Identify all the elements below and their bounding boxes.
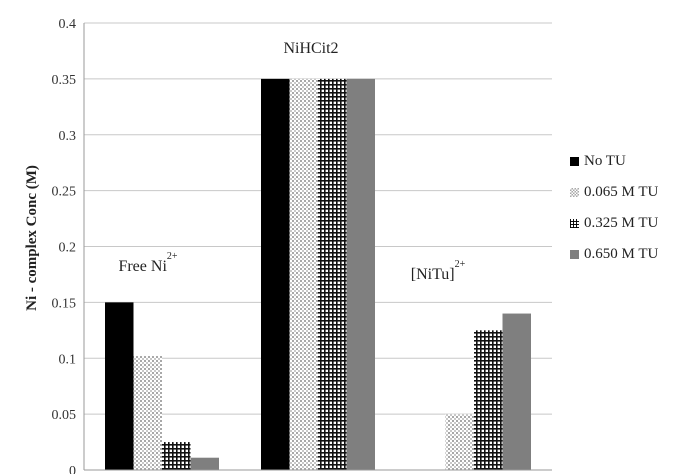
category-labels: Free Ni2+NiHCit2[NiTu]2+ [118,40,465,283]
bar [289,78,318,470]
category-name: [NiTu] [411,266,455,283]
bar [318,78,347,470]
bar [162,442,191,470]
category-label: [NiTu]2+ [411,259,466,283]
bar [346,78,375,470]
y-tick-label: 0.15 [52,296,77,311]
bar [190,457,219,470]
y-tick-label: 0.4 [59,17,77,32]
y-tick-label: 0.2 [59,241,77,256]
bars [105,78,531,470]
y-tick-label: 0.1 [59,352,77,367]
category-superscript: 2+ [167,251,178,262]
category-label: Free Ni2+ [118,251,177,275]
y-tick-label: 0.3 [59,129,77,144]
axes [83,23,552,471]
legend-label: 0.325 M TU [584,215,659,231]
legend-label: No TU [584,153,626,169]
y-tick-label: 0 [69,464,76,474]
legend-item: No TU [570,146,658,177]
legend-item: 0.065 M TU [570,177,658,208]
legend-label: 0.065 M TU [584,184,659,200]
legend-item: 0.325 M TU [570,208,658,239]
y-tick-label: 0.25 [52,185,77,200]
category-name: NiHCit2 [283,40,338,57]
legend-swatch [570,157,579,166]
y-tick-label: 0.35 [52,73,77,88]
legend: No TU 0.065 M TU 0.325 M TU 0.650 M TU [570,146,658,270]
bar [502,313,531,470]
legend-swatch [570,188,579,197]
legend-item: 0.650 M TU [570,239,658,270]
legend-label: 0.650 M TU [584,246,659,262]
legend-swatch [570,219,579,228]
bar [133,356,162,470]
bar [445,414,474,470]
category-superscript: 2+ [455,259,466,270]
legend-swatch [570,250,579,259]
y-axis-label: Ni - complex Conc (M) [24,165,40,311]
bar [474,330,503,470]
bar [261,78,290,470]
bar [105,302,134,470]
category-label: NiHCit2 [283,40,338,57]
category-name: Free Ni [118,258,167,275]
y-tick-label: 0.05 [52,408,77,423]
